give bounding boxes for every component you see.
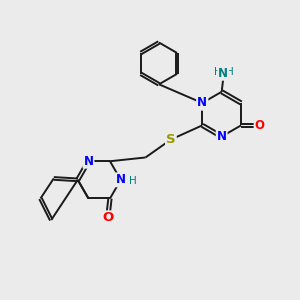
Text: H: H [129,176,137,186]
Text: H: H [214,67,222,77]
Text: O: O [103,212,114,224]
Text: N: N [197,97,207,110]
Text: N: N [116,173,126,186]
Text: S: S [166,133,176,146]
Text: H: H [226,67,234,77]
Text: N: N [218,67,228,80]
Text: O: O [255,119,265,132]
Text: N: N [217,130,227,143]
Text: N: N [83,155,94,168]
Text: N: N [197,97,207,110]
